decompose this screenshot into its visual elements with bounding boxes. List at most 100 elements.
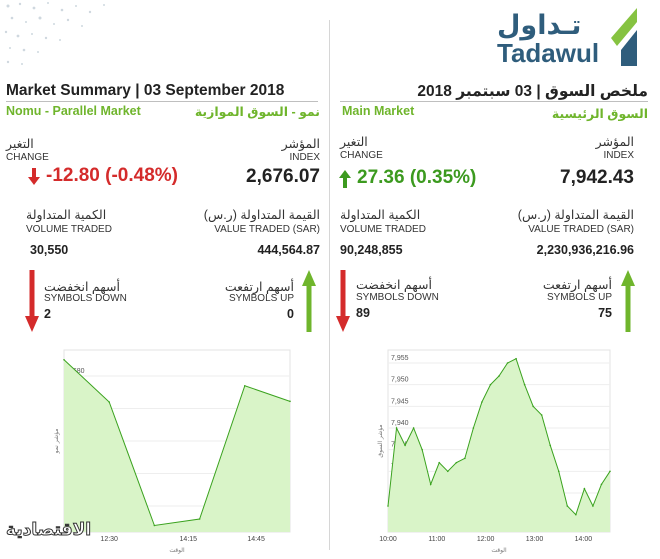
main-down-label-ar: أسهم انخفضت [356,278,432,292]
main-chart-svg: 7,9207,9257,9307,9357,9407,9457,9507,955… [377,349,611,554]
nomu-change-value: -12.80 (-0.48%) [46,165,179,186]
data-point [455,461,458,464]
main-up-value: 75 [598,306,612,320]
main-title: ملخص السوق | 03 سبتمبر 2018 [417,83,648,100]
main-title-rule [340,101,648,102]
data-point [566,505,569,507]
data-point [498,375,500,377]
nomu-title-rule [6,101,318,102]
big-arrow-up-icon [621,270,635,332]
data-point [472,427,475,429]
nomu-index-value: 2,676.07 [246,166,320,187]
data-point [592,505,594,507]
data-point [429,483,432,486]
y-axis-label: مؤشر نمو [53,429,60,455]
big-arrow-down-icon [25,270,39,332]
nomu-down-label-en: SYMBOLS DOWN [44,293,127,304]
nomu-up-label-en: SYMBOLS UP [228,293,294,304]
data-point [108,401,110,403]
series-area [64,359,290,532]
x-tick-label: 12:30 [100,536,118,543]
nomu-change-label-en: CHANGE [6,152,49,163]
data-point [446,470,449,473]
main-change-label-en: CHANGE [340,150,383,161]
data-point [540,414,543,416]
data-point [63,358,65,361]
x-axis-label: الوقت [491,547,507,554]
big-arrow-up-icon [302,270,316,332]
main-index-label-ar: المؤشر [595,135,634,149]
series-area [388,358,610,532]
main-index-chart: 7,9207,9257,9307,9357,9407,9457,9507,955… [366,344,614,554]
data-point [481,401,483,403]
data-point [395,427,398,429]
x-tick-label: 11:00 [428,536,445,543]
y-tick-label: 7,940 [391,420,409,427]
logo-arabic: تـداول [497,10,582,40]
data-point [609,470,611,473]
data-point [523,383,526,386]
data-point [404,444,406,447]
main-down-label-en: SYMBOLS DOWN [356,292,439,303]
y-tick-label: 7,950 [391,377,409,384]
x-tick-label: 14:45 [247,536,265,543]
nomu-up-value: 0 [287,307,294,321]
nomu-chart-svg: 2,6602,6652,6702,6752,68012:3014:1514:45… [53,349,291,554]
nomu-volume-value: 30,550 [30,243,69,257]
dot-pattern-decoration [4,2,105,65]
y-tick-label: 7,945 [391,398,409,405]
main-subtitle-ar: السوق الرئيسية [551,107,648,121]
main-value-traded-label-ar: القيمة المتداولة (ر.س) [517,208,634,222]
nomu-change-label-ar: التغير [6,137,34,151]
data-point [549,444,552,447]
data-point [532,405,534,408]
data-point [421,448,423,451]
nomu-down-value: 2 [44,307,51,321]
y-tick-label: 7,955 [391,355,409,362]
data-point [515,357,517,360]
data-point [464,457,466,460]
data-point [412,427,415,429]
logo-mark-icon [611,8,637,66]
nomu-subtitle-en: Nomu - Parallel Market [6,104,141,118]
data-point [575,513,577,516]
nomu-index-chart: 2,6602,6652,6702,6752,68012:3014:1514:45… [32,344,294,554]
main-up-label-ar: أسهم ارتفعت [542,278,612,292]
panel-divider [329,20,330,550]
data-point [198,518,201,520]
x-tick-label: 14:00 [575,536,593,543]
data-point [244,384,246,387]
nomu-index-label-en: INDEX [289,152,320,163]
x-tick-label: 12:00 [477,536,495,543]
data-point [506,362,509,364]
watermark-logo: الاقتصادية [5,520,92,540]
data-point [583,487,586,490]
data-point [489,383,492,386]
nomu-volume-label-ar: الكمية المتداولة [26,208,107,222]
data-point [289,400,291,403]
nomu-down-label-ar: أسهم انخفضت [44,280,120,294]
arrow-down-icon [28,168,40,185]
nomu-value-traded: 444,564.87 [257,243,320,257]
main-index-value: 7,942.43 [560,167,634,188]
x-tick-label: 13:00 [526,536,544,543]
nomu-subtitle-ar: نمو - السوق الموازية [194,105,320,119]
main-down-value: 89 [356,306,370,320]
data-point [438,461,441,464]
data-point [153,524,156,527]
main-change-value: 27.36 (0.35%) [357,167,477,188]
data-point [387,505,389,507]
main-change-label-ar: التغير [340,135,368,149]
main-volume-value: 90,248,855 [340,243,403,257]
logo-latin: Tadawul [497,38,600,68]
main-subtitle-en: Main Market [342,104,415,118]
main-value-traded-label-en: VALUE TRADED (SAR) [528,224,634,235]
nomu-title: Market Summary | 03 September 2018 [6,82,285,99]
main-value-traded: 2,230,936,216.96 [536,243,634,257]
nomu-value-traded-label-ar: القيمة المتداولة (ر.س) [203,208,320,222]
nomu-up-label-ar: أسهم ارتفعت [224,280,294,294]
nomu-volume-label-en: VOLUME TRADED [26,224,112,235]
data-point [600,483,603,486]
arrow-up-icon [339,170,351,188]
nomu-value-traded-label-en: VALUE TRADED (SAR) [214,224,320,235]
